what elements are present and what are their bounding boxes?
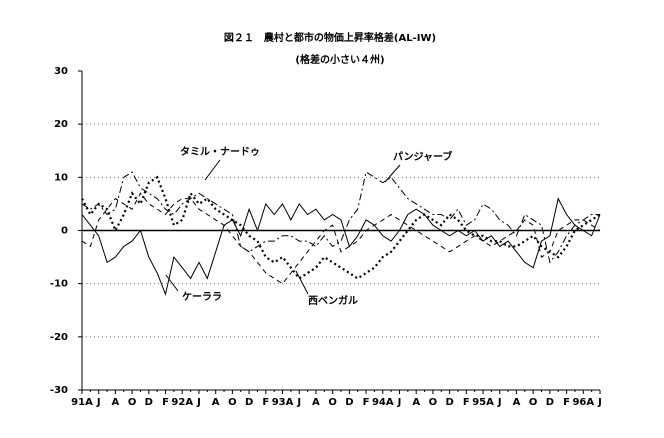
series-line [81, 175, 601, 280]
y-tick-label: -20 [50, 332, 68, 343]
y-tick-label: 20 [54, 119, 68, 130]
x-tick-label: 94A [372, 397, 394, 408]
x-tick-label: J [597, 397, 602, 408]
annotation-leader [204, 159, 221, 181]
annotation-leader [295, 270, 309, 295]
x-tick-label: D [245, 397, 253, 408]
x-tick-label: F [563, 397, 570, 408]
x-tick-label: O [429, 397, 438, 408]
x-tick-label: J [296, 397, 301, 408]
x-tick-label: A [212, 397, 220, 408]
chart-title: 図２１ 農村と都市の物価上昇率格差(AL-IW) [224, 31, 436, 44]
x-tick-label: J [397, 397, 402, 408]
x-tick-label: 92A [171, 397, 193, 408]
x-tick-label: O [529, 397, 538, 408]
series-label: パンジャーブ [393, 150, 452, 163]
y-tick-label: 30 [54, 66, 68, 77]
x-tick-label: F [162, 397, 169, 408]
y-tick-label: -30 [50, 385, 68, 396]
x-tick-label: J [497, 397, 502, 408]
x-tick-label: O [328, 397, 337, 408]
x-tick-label: A [312, 397, 320, 408]
series-line [81, 197, 601, 297]
x-tick-label: J [196, 397, 201, 408]
x-tick-label: F [363, 397, 370, 408]
y-tick-label: 0 [61, 226, 68, 237]
x-tick-label: O [228, 397, 237, 408]
series-label: 西ベンガル [308, 294, 358, 307]
x-tick-label: 95A [472, 397, 494, 408]
x-tick-label: 93A [272, 397, 294, 408]
series-line [81, 171, 600, 264]
x-tick-label: J [96, 397, 101, 408]
x-tick-label: D [345, 397, 353, 408]
chart-subtitle: (格差の小さい４州) [295, 53, 384, 66]
x-tick-label: D [546, 397, 554, 408]
x-tick-label: D [145, 397, 153, 408]
annotation-leader [384, 164, 401, 183]
y-tick-label: -10 [50, 279, 68, 290]
annotation-leader [165, 274, 179, 292]
x-tick-label: 91A [71, 397, 93, 408]
x-tick-label: A [412, 397, 420, 408]
x-tick-label: O [128, 397, 137, 408]
series-line [81, 192, 601, 285]
x-tick-label: A [112, 397, 120, 408]
x-tick-label: F [262, 397, 269, 408]
x-tick-label: 96A [572, 397, 594, 408]
y-tick-label: 10 [54, 172, 68, 183]
series-label: ケーララ [182, 291, 222, 303]
x-tick-label: F [463, 397, 470, 408]
x-tick-label: D [445, 397, 453, 408]
x-tick-label: A [513, 397, 521, 408]
series-label: タミル・ナードゥ [180, 146, 260, 158]
